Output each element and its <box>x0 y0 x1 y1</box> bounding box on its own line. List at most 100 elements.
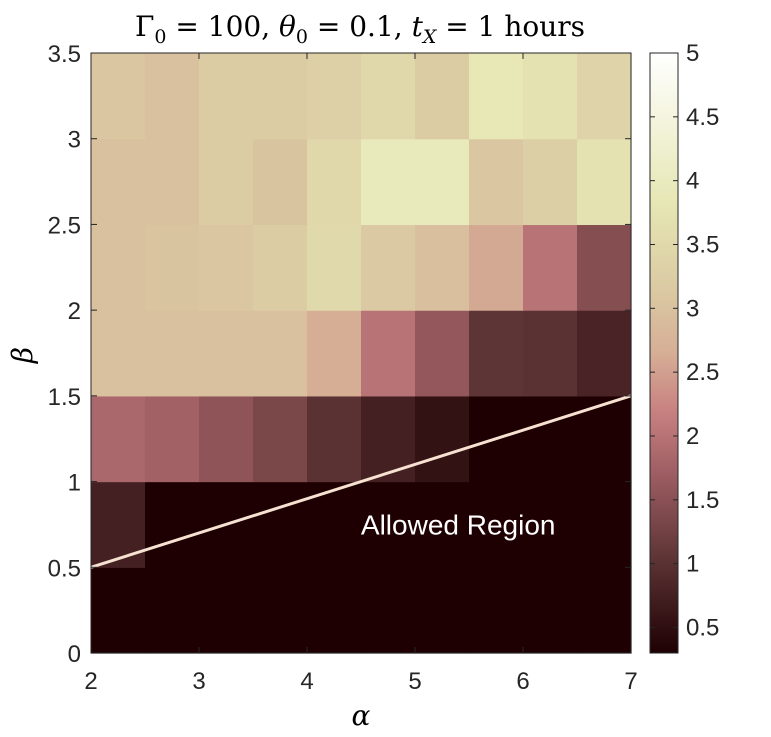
y-tick-label: 0.5 <box>48 555 81 582</box>
x-axis: 2 3 4 5 6 7 <box>84 53 638 695</box>
x-tick-label: 6 <box>516 668 529 695</box>
colorbar-tick-label: 1.5 <box>686 487 719 514</box>
y-tick-label: 1 <box>68 470 81 497</box>
heatmap-cell <box>307 138 362 226</box>
heatmap-cell <box>307 481 362 568</box>
heatmap-cell <box>523 224 578 311</box>
y-tick-label: 1.5 <box>48 384 81 411</box>
heatmap-cell <box>361 395 416 483</box>
y-tick-label: 0 <box>68 641 81 668</box>
heatmap-cell <box>577 481 632 568</box>
heatmap-cell <box>523 138 578 226</box>
x-tick-label: 7 <box>624 668 637 695</box>
x-tick-label: 3 <box>192 668 205 695</box>
y-tick-label: 2.5 <box>48 212 81 239</box>
y-tick-label: 2 <box>68 298 81 325</box>
heatmap-cell <box>415 481 470 568</box>
heatmap-cell <box>253 138 308 226</box>
heatmap-cell <box>253 224 308 311</box>
heatmap-cell <box>577 567 632 654</box>
heatmap-cell <box>91 224 146 311</box>
heatmap-cell <box>469 53 524 140</box>
x-axis-label: α <box>352 699 371 732</box>
heatmap-cell <box>307 395 362 483</box>
heatmap-cell <box>415 53 470 140</box>
heatmap-cell <box>307 53 362 140</box>
colorbar-tick-label: 0.5 <box>686 614 719 641</box>
heatmap-cell <box>145 310 200 397</box>
heatmap-cell <box>253 481 308 568</box>
allowed-region-annotation: Allowed Region <box>361 509 556 540</box>
colorbar-tick-label: 2.5 <box>686 359 719 386</box>
heatmap-cell <box>469 481 524 568</box>
heatmap-cell <box>469 310 524 397</box>
heatmap-cell <box>253 310 308 397</box>
heatmap-cell <box>145 481 200 568</box>
title-t-eq: = 1 hours <box>436 10 585 43</box>
heatmap-cell <box>199 310 254 397</box>
heatmap-cell <box>415 395 470 483</box>
plot-frame <box>90 52 632 654</box>
heatmap-cell <box>577 224 632 311</box>
heatmap-cell <box>307 224 362 311</box>
heatmap-cell <box>307 310 362 397</box>
heatmap-cells <box>91 53 632 654</box>
heatmap-cell <box>523 310 578 397</box>
heatmap-cell <box>253 567 308 654</box>
heatmap-cell <box>361 138 416 226</box>
title-gamma: Γ <box>135 10 154 43</box>
title-theta-eq: = 0.1, <box>308 10 412 43</box>
heatmap-cell <box>199 395 254 483</box>
colorbar-axis: 0.5 1 1.5 2 2.5 3 3.5 4 4.5 5 <box>650 40 719 641</box>
heatmap-cell <box>145 224 200 311</box>
heatmap-cell <box>199 53 254 140</box>
heatmap-cell <box>523 481 578 568</box>
heatmap-cell <box>145 395 200 483</box>
colorbar-tick-label: 4 <box>686 168 699 195</box>
x-tick-label: 4 <box>300 668 313 695</box>
heatmap-cell <box>253 395 308 483</box>
heatmap-cell <box>523 567 578 654</box>
heatmap-cell <box>361 481 416 568</box>
boundary-line <box>90 394 632 569</box>
heatmap-cell <box>91 310 146 397</box>
heatmap-cell <box>91 395 146 483</box>
heatmap-cell <box>199 224 254 311</box>
heatmap-cell <box>415 224 470 311</box>
heatmap-cell <box>577 395 632 483</box>
colorbar <box>649 52 679 654</box>
heatmap-cell <box>145 53 200 140</box>
heatmap-cell <box>145 138 200 226</box>
heatmap-cell <box>469 224 524 311</box>
colorbar-tick-label: 3 <box>686 295 699 322</box>
heatmap-cell <box>577 310 632 397</box>
heatmap-cell <box>199 567 254 654</box>
chart-title: Γ0 = 100, θ0 = 0.1, tX = 1 hours <box>135 10 585 48</box>
heatmap-cell <box>91 53 146 140</box>
colorbar-tick-label: 4.5 <box>686 104 719 131</box>
heatmap-cell <box>91 138 146 226</box>
heatmap-cell <box>415 567 470 654</box>
title-t-sub: X <box>421 26 438 48</box>
title-gamma-eq: = 100, <box>167 10 280 43</box>
heatmap-cell <box>415 310 470 397</box>
colorbar-tick-label: 2 <box>686 423 699 450</box>
heatmap-cell <box>253 53 308 140</box>
colorbar-tick-label: 5 <box>686 40 699 67</box>
title-gamma-sub: 0 <box>154 26 166 48</box>
heatmap-cell <box>415 138 470 226</box>
y-tick-label: 3.5 <box>48 41 81 68</box>
title-theta-sub: 0 <box>296 26 308 48</box>
heatmap-cell <box>91 481 146 568</box>
heatmap-cell <box>577 138 632 226</box>
colorbar-tick-label: 1 <box>686 551 699 578</box>
heatmap-cell <box>361 53 416 140</box>
heatmap-cell <box>361 567 416 654</box>
title-theta: θ <box>279 10 296 43</box>
heatmap-cell <box>199 138 254 226</box>
x-tick-label: 5 <box>408 668 421 695</box>
y-tick-label: 3 <box>68 127 81 154</box>
y-axis: 0 0.5 1 1.5 2 2.5 3 3.5 <box>48 41 631 668</box>
heatmap-cell <box>361 310 416 397</box>
